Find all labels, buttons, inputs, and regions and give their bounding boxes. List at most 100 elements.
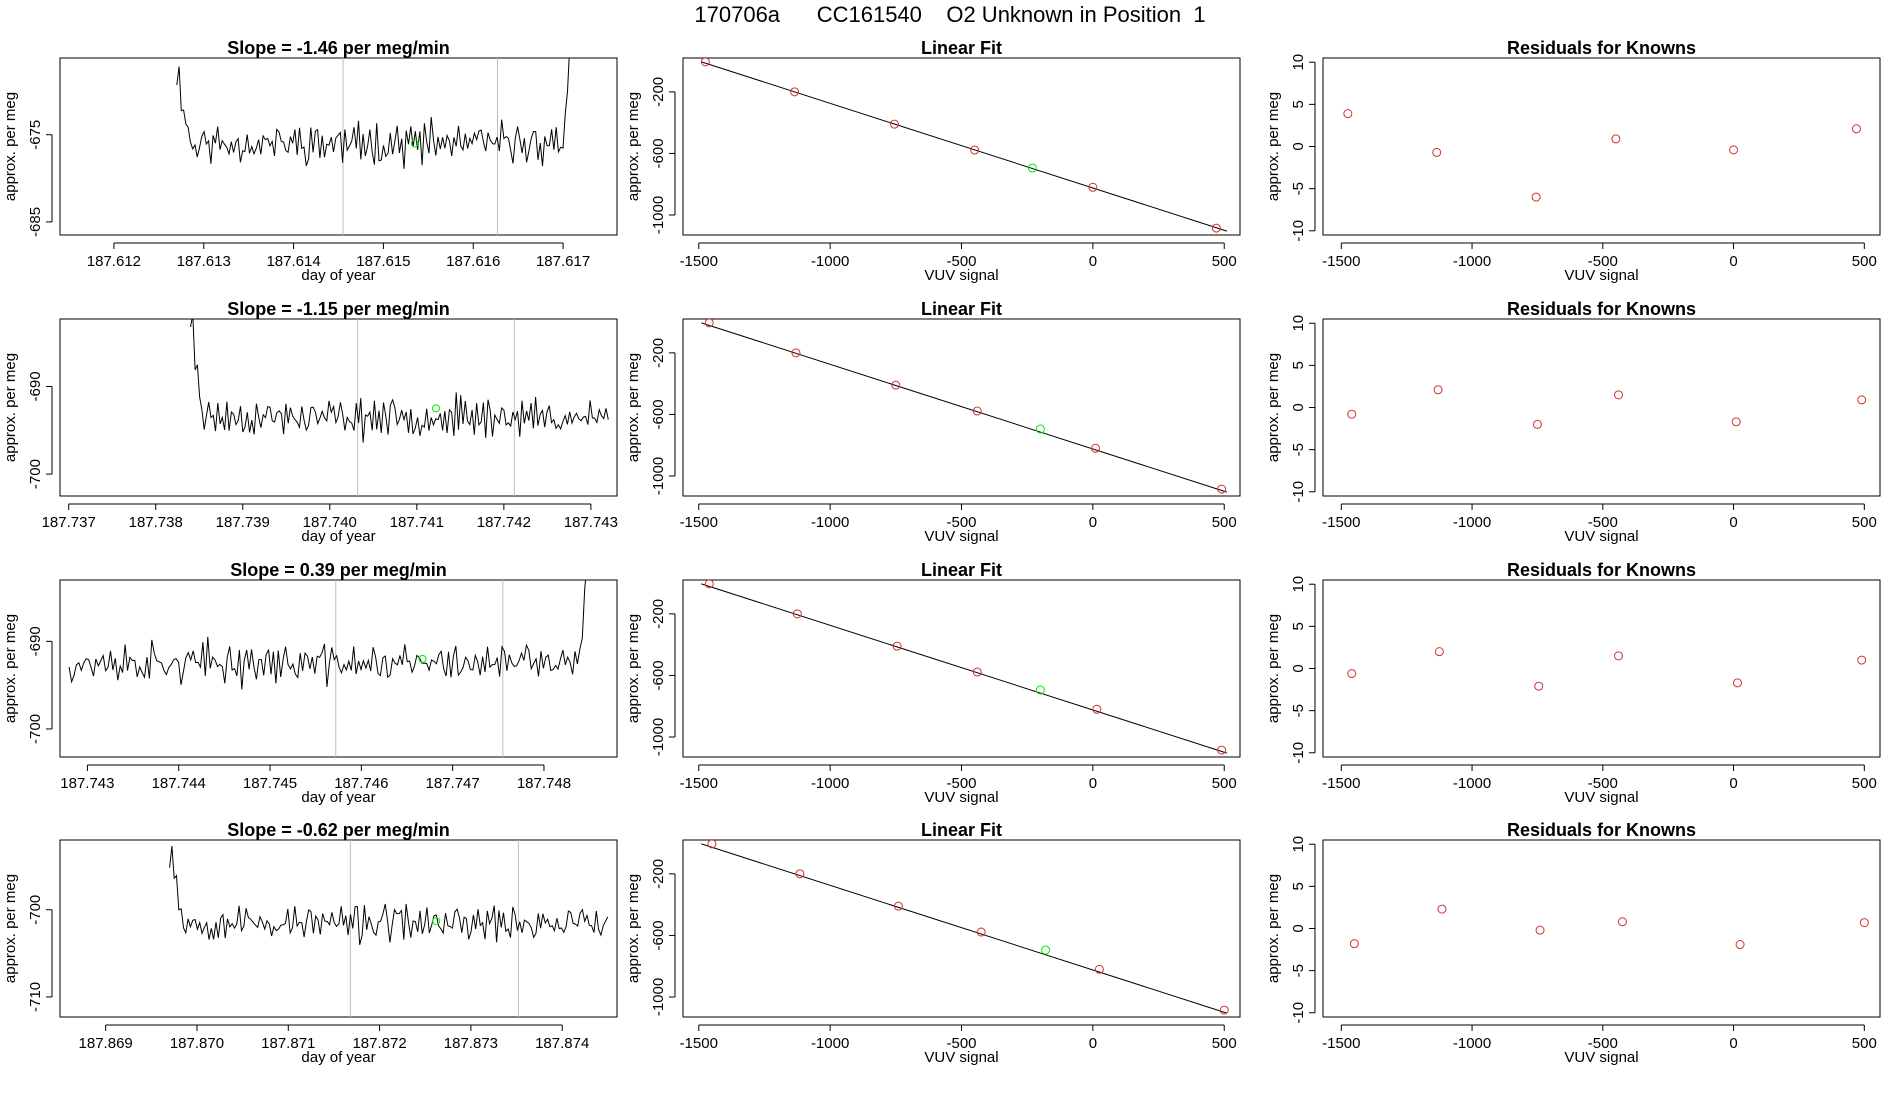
y-tick-label: -1000 xyxy=(650,457,667,495)
residual-point xyxy=(1857,395,1867,405)
y-tick-label: 10 xyxy=(1290,54,1307,71)
panel-3-1: Slope = 0.39 per meg/min 187.743 187.744 18… xyxy=(2,560,618,806)
y-axis-label: approx. per meg xyxy=(625,92,642,201)
series-line xyxy=(169,845,609,946)
x-axis-label: day of year xyxy=(301,528,375,545)
x-tick-label: -1000 xyxy=(1453,1035,1491,1052)
x-tick-label: 187.872 xyxy=(352,1035,406,1052)
chart-title: Linear Fit xyxy=(921,820,1002,840)
x-tick-label: -1000 xyxy=(811,775,849,792)
y-axis-label: approx. per meg xyxy=(625,874,642,983)
y-axis-label: approx. per meg xyxy=(2,353,19,462)
y-tick-label: 5 xyxy=(1290,882,1307,890)
x-axis-label: day of year xyxy=(301,789,375,806)
y-axis-label: approx. per meg xyxy=(2,92,19,201)
panel-3-3: Residuals for Knowns -1500 -1000 -500 0 500 VU… xyxy=(1265,560,1881,806)
known-point xyxy=(1219,1005,1229,1015)
plot-frame xyxy=(59,839,618,1018)
x-tick-label: 187.616 xyxy=(446,253,500,270)
panel-4-1: Slope = -0.62 per meg/min 187.869 187.870 1… xyxy=(2,820,618,1066)
series-line xyxy=(176,58,570,169)
x-tick-label: -500 xyxy=(946,1035,976,1052)
residual-point xyxy=(1534,681,1544,691)
series-line xyxy=(68,580,587,690)
chart-title: Linear Fit xyxy=(921,560,1002,580)
plot-data xyxy=(700,58,1228,233)
x-tick-label: -1000 xyxy=(811,514,849,531)
x-tick-label: 187.738 xyxy=(129,514,183,531)
y-axis-label: approx. per meg xyxy=(625,353,642,462)
x-axis-label: VUV signal xyxy=(1564,528,1638,545)
y-tick-label: -600 xyxy=(650,399,667,429)
known-point xyxy=(891,380,901,390)
x-tick-label: -1000 xyxy=(1453,253,1491,270)
residual-point xyxy=(1347,669,1357,679)
x-tick-label: -500 xyxy=(946,253,976,270)
x-tick-label: 0 xyxy=(1729,514,1737,531)
x-axis-label: VUV signal xyxy=(1564,1049,1638,1066)
residual-point xyxy=(1349,939,1359,949)
plot-data xyxy=(701,319,1228,494)
x-axis-label: VUV signal xyxy=(924,1049,998,1066)
y-tick-label: -1000 xyxy=(650,718,667,756)
plot-frame xyxy=(1322,579,1881,758)
residual-point xyxy=(1535,925,1545,935)
known-point xyxy=(704,580,714,589)
x-tick-label: 187.873 xyxy=(444,1035,498,1052)
residual-point xyxy=(1857,655,1867,665)
chart-title: Slope = -0.62 per meg/min xyxy=(227,820,450,840)
known-point xyxy=(1094,964,1104,974)
x-tick-label: 187.748 xyxy=(517,775,571,792)
known-point xyxy=(790,87,800,97)
y-axis-label: approx. per meg xyxy=(625,614,642,723)
y-tick-label: -5 xyxy=(1290,182,1307,195)
x-tick-label: -500 xyxy=(1588,775,1618,792)
y-tick-label: -5 xyxy=(1290,964,1307,977)
chart-title: Residuals for Knowns xyxy=(1507,820,1696,840)
page-title: 170706a CC161540 O2 Unknown in Position … xyxy=(694,2,1206,27)
known-point xyxy=(893,901,903,911)
chart-title: Residuals for Knowns xyxy=(1507,299,1696,319)
unknown-point xyxy=(1041,945,1051,955)
x-tick-label: 0 xyxy=(1729,1035,1737,1052)
x-tick-label: -500 xyxy=(946,514,976,531)
x-tick-label: 500 xyxy=(1212,775,1237,792)
plot-data xyxy=(1347,385,1867,429)
known-point xyxy=(970,145,980,155)
x-tick-label: 187.615 xyxy=(356,253,410,270)
known-point xyxy=(704,319,714,328)
plot-data xyxy=(701,580,1228,755)
y-tick-label: -690 xyxy=(27,371,44,401)
x-tick-label: 500 xyxy=(1212,253,1237,270)
plot-frame xyxy=(682,839,1241,1018)
x-tick-label: -1500 xyxy=(1322,1035,1360,1052)
x-tick-label: 187.869 xyxy=(79,1035,133,1052)
panel-2-3: Residuals for Knowns -1500 -1000 -500 0 500 VU… xyxy=(1265,299,1881,545)
chart-title: Slope = 0.39 per meg/min xyxy=(230,560,447,580)
x-tick-label: -1500 xyxy=(1322,514,1360,531)
panel-4-2: Linear Fit -1500 -1000 -500 0 500 VUV signal -2… xyxy=(625,820,1241,1066)
x-tick-label: -1000 xyxy=(1453,775,1491,792)
residual-point xyxy=(1729,145,1739,155)
x-tick-label: -1000 xyxy=(811,253,849,270)
known-point xyxy=(1092,704,1102,714)
chart-title: Linear Fit xyxy=(921,38,1002,58)
chart-title: Slope = -1.46 per meg/min xyxy=(227,38,450,58)
plot-data xyxy=(1347,647,1867,691)
known-point xyxy=(1090,443,1100,453)
y-tick-label: -700 xyxy=(27,895,44,925)
residual-point xyxy=(1434,647,1444,657)
panel-3-2: Linear Fit -1500 -1000 -500 0 500 VUV signal -2… xyxy=(625,560,1241,806)
y-tick-label: -200 xyxy=(650,338,667,368)
plot-data xyxy=(169,840,609,1017)
x-tick-label: 187.613 xyxy=(177,253,231,270)
chart-title: Slope = -1.15 per meg/min xyxy=(227,299,450,319)
y-axis-label: approx. per meg xyxy=(1265,614,1282,723)
x-tick-label: 187.743 xyxy=(60,775,114,792)
y-tick-label: -10 xyxy=(1290,742,1307,764)
x-tick-label: 500 xyxy=(1852,253,1877,270)
x-axis-label: VUV signal xyxy=(924,528,998,545)
x-tick-label: 187.742 xyxy=(477,514,531,531)
x-axis-label: day of year xyxy=(301,1049,375,1066)
